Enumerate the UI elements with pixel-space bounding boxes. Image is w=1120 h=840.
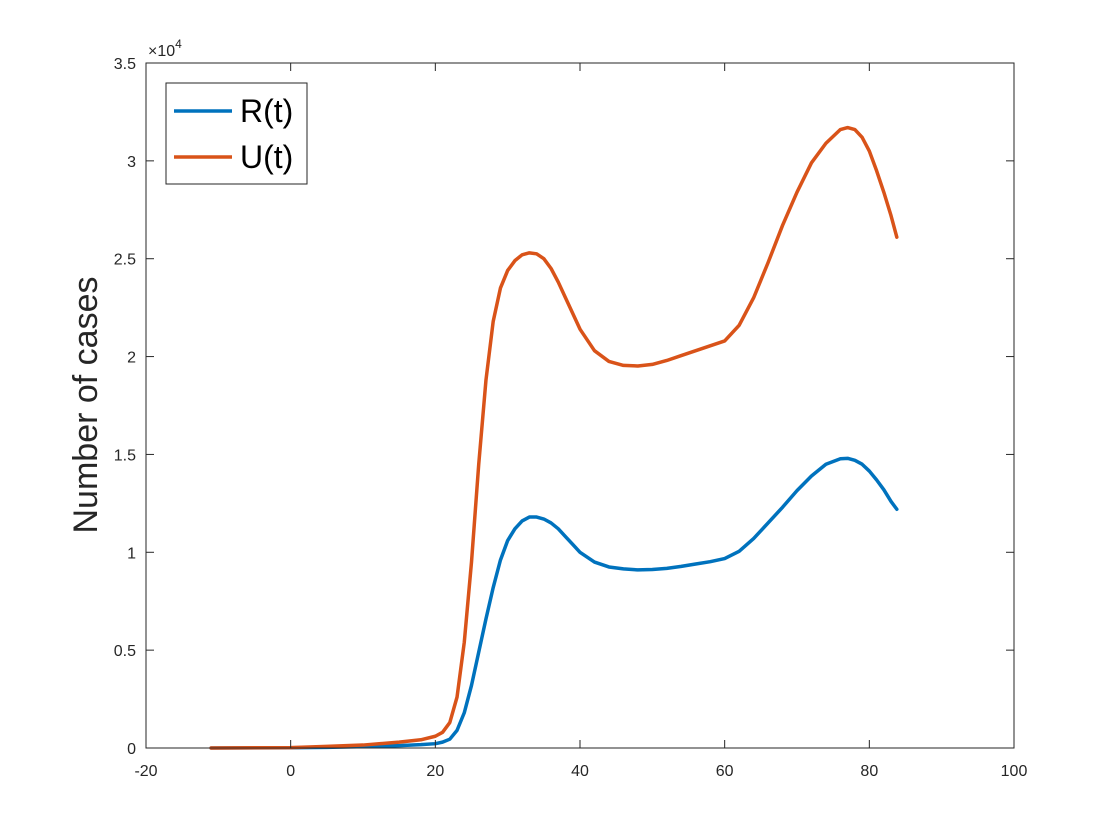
x-tick-label: 40 [571, 763, 589, 780]
x-tick-label: 100 [1001, 763, 1028, 780]
series-line-0 [209, 456, 899, 750]
y-tick-label: 1.5 [114, 447, 136, 464]
y-tick-label: 0.5 [114, 643, 136, 660]
x-tick-label: 80 [860, 763, 878, 780]
series-line-1 [209, 125, 899, 750]
legend-label-u: U(t) [240, 139, 293, 175]
legend: R(t) U(t) [165, 82, 308, 185]
y-exponent-power: 4 [175, 37, 182, 51]
x-tick-label: 0 [286, 763, 295, 780]
x-tick-label: 60 [716, 763, 734, 780]
legend-label-r: R(t) [240, 93, 293, 129]
x-tick-labels: -20 0 20 40 60 80 100 [134, 763, 1027, 780]
y-exponent-base: ×10 [148, 43, 175, 60]
y-tick-label: 2 [127, 350, 136, 367]
y-axis-label: Number of cases [67, 277, 105, 534]
y-tick-label: 2.5 [114, 252, 136, 269]
x-tick-label: 20 [426, 763, 444, 780]
y-tick-label: 3 [127, 154, 136, 171]
y-tick-label: 0 [127, 741, 136, 758]
axes-box [145, 62, 1015, 749]
x-tick-label: -20 [134, 763, 157, 780]
y-tick-label: 1 [127, 545, 136, 562]
series-layer [209, 125, 899, 750]
y-exponent-label: ×104 [148, 37, 182, 60]
y-tick-labels: 0 0.5 1 1.5 2 2.5 3 3.5 [114, 56, 136, 758]
y-tick-label: 3.5 [114, 56, 136, 73]
legend-box [165, 82, 308, 185]
